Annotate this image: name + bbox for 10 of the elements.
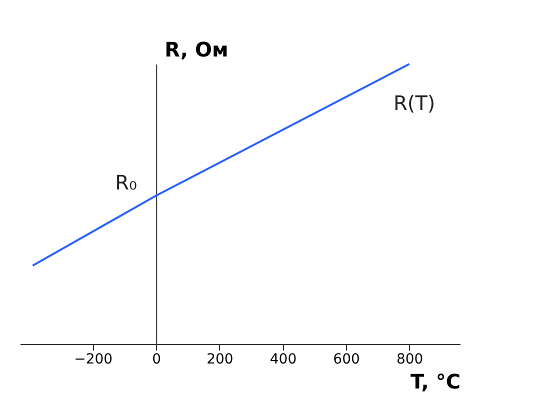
annotation: R(T) [393, 91, 436, 115]
y-axis-title: R, Ом [164, 38, 228, 62]
x-tick-label: −200 [74, 352, 113, 368]
x-tick-label: 800 [396, 352, 424, 368]
annotation: R₀ [115, 170, 138, 195]
x-tick-label: 0 [152, 352, 162, 368]
x-tick-label: 400 [270, 352, 297, 368]
x-axis-title: T, °C [410, 370, 460, 394]
x-tick-label: 200 [206, 352, 234, 368]
x-tick-label: 600 [333, 352, 360, 368]
